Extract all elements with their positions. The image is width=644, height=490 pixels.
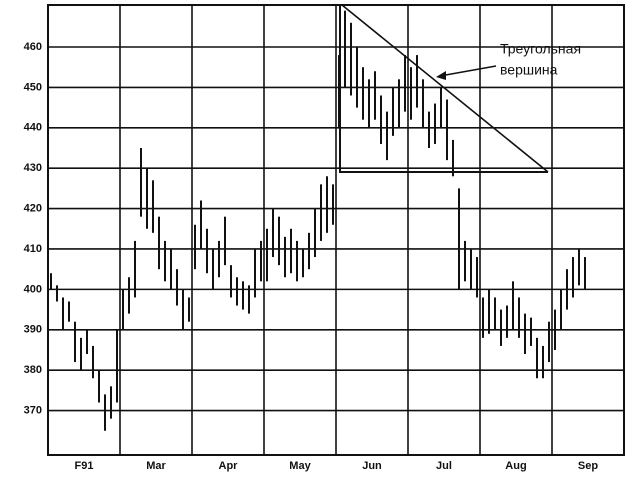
y-tick-label: 440 (24, 122, 42, 134)
y-tick-label: 410 (24, 243, 42, 255)
x-tick-label: Apr (219, 460, 239, 472)
y-tick-label: 370 (24, 404, 42, 416)
y-tick-label: 460 (24, 41, 42, 53)
x-tick-label: F91 (75, 460, 94, 472)
arrow-head (436, 71, 446, 80)
x-tick-label: Aug (505, 460, 526, 472)
annotation: Треугольная (500, 41, 581, 57)
y-tick-label: 430 (24, 162, 42, 174)
y-tick-label: 420 (24, 202, 42, 214)
x-tick-label: May (289, 460, 311, 472)
y-tick-label: 450 (24, 81, 42, 93)
x-tick-label: Jun (362, 460, 382, 472)
annotation-arrow (439, 65, 497, 77)
x-tick-label: Mar (146, 460, 166, 472)
y-tick-label: 390 (24, 324, 42, 336)
triangle-side (341, 4, 549, 173)
x-tick-label: Sep (578, 460, 598, 472)
y-tick-label: 380 (24, 364, 42, 376)
y-tick-label: 400 (24, 283, 42, 295)
x-tick-label: Jul (436, 460, 452, 472)
annotation: вершина (500, 62, 558, 78)
